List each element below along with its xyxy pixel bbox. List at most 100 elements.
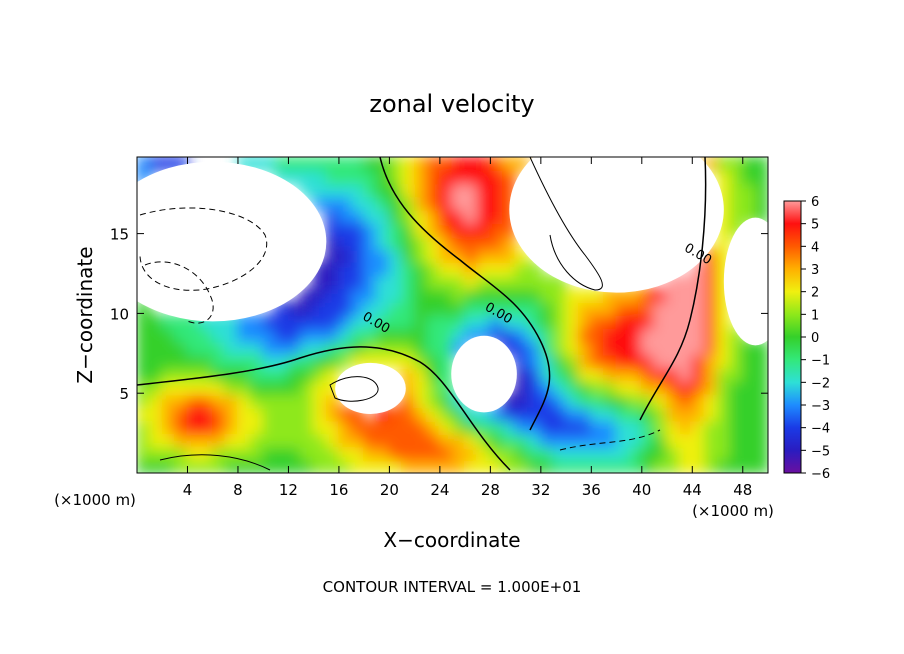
field-cell [691,353,706,369]
field-cell [565,287,580,303]
field-cell [666,340,681,356]
field-cell [401,327,416,343]
field-cell [590,458,605,473]
field-cell [325,235,340,251]
field-cell [501,287,517,303]
field-cell [375,157,391,172]
field-cell [375,314,391,330]
field-cell [262,157,277,172]
field-cell [602,340,618,356]
field-cell [325,314,340,330]
field-cell [300,406,315,422]
field-cell [287,340,303,356]
field-cell [716,169,732,185]
field-cell [375,340,391,356]
field-cell [703,406,719,422]
field-cell [527,300,542,316]
field-cell [716,419,732,435]
field-cell [489,248,504,264]
field-cell [413,327,429,343]
field-cell [300,393,315,409]
field-cell [438,458,454,473]
field-cell [186,445,202,461]
field-cell [350,208,366,224]
field-cell [211,340,227,356]
field-cell [653,300,669,316]
field-cell [729,419,744,435]
field-cell [514,261,530,277]
field-cell [602,406,618,422]
field-cell [716,353,732,369]
field-cell [401,274,416,290]
field-cell [716,366,732,382]
field-cell [451,287,467,303]
field-cell [451,221,467,237]
field-cell [300,432,315,448]
field-cell [388,445,404,461]
field-cell [401,419,416,435]
field-cell [565,300,580,316]
field-cell [350,221,366,237]
field-cell [451,274,467,290]
field-cell [312,379,328,395]
field-cell [615,314,631,330]
field-cell [199,419,214,435]
field-cell [173,366,189,382]
field-cell [401,340,416,356]
field-cell [199,353,214,369]
field-cell [401,432,416,448]
field-cell [451,248,467,264]
field-cell [401,445,416,461]
field-cell [703,261,719,277]
field-cell [337,157,353,172]
field-cell [754,182,768,198]
colorbar-tick-label: −5 [811,444,830,459]
field-cell [501,157,517,172]
field-cell [325,261,340,277]
field-cell [489,208,504,224]
field-cell [489,432,504,448]
field-cell [628,340,643,356]
field-cell [426,182,441,198]
field-cell [350,248,366,264]
field-cell [287,314,303,330]
field-cell [312,314,328,330]
field-cell [552,287,568,303]
field-cell [678,287,694,303]
field-cell [539,366,555,382]
field-cell [363,248,378,264]
field-cell [527,274,542,290]
field-cell [401,248,416,264]
field-cell [640,287,656,303]
field-cell [388,353,404,369]
field-cell [539,287,555,303]
field-cell [161,393,176,409]
field-cell [137,157,151,172]
field-cell [262,393,277,409]
field-cell [628,432,643,448]
field-cell [287,432,303,448]
field-cell [590,340,605,356]
field-cell [602,300,618,316]
colorbar-tick-label: 0 [811,331,819,346]
contour-line [529,157,603,291]
field-cell [438,261,454,277]
field-cell [754,458,768,473]
field-cell [451,208,467,224]
colorbar-tick-label: −2 [811,376,830,391]
field-cell [375,235,391,251]
field-cell [464,287,479,303]
field-cell [388,287,404,303]
undefined-region [137,161,327,322]
field-cell [666,393,681,409]
field-cell [552,393,568,409]
field-cell [274,379,290,395]
field-cell [300,419,315,435]
field-cell [236,419,252,435]
field-cell [413,458,429,473]
field-cell [137,353,151,369]
field-cell [754,406,768,422]
field-cell [552,300,568,316]
field-cell [729,406,744,422]
colorbar-tick-label: 6 [811,195,819,210]
